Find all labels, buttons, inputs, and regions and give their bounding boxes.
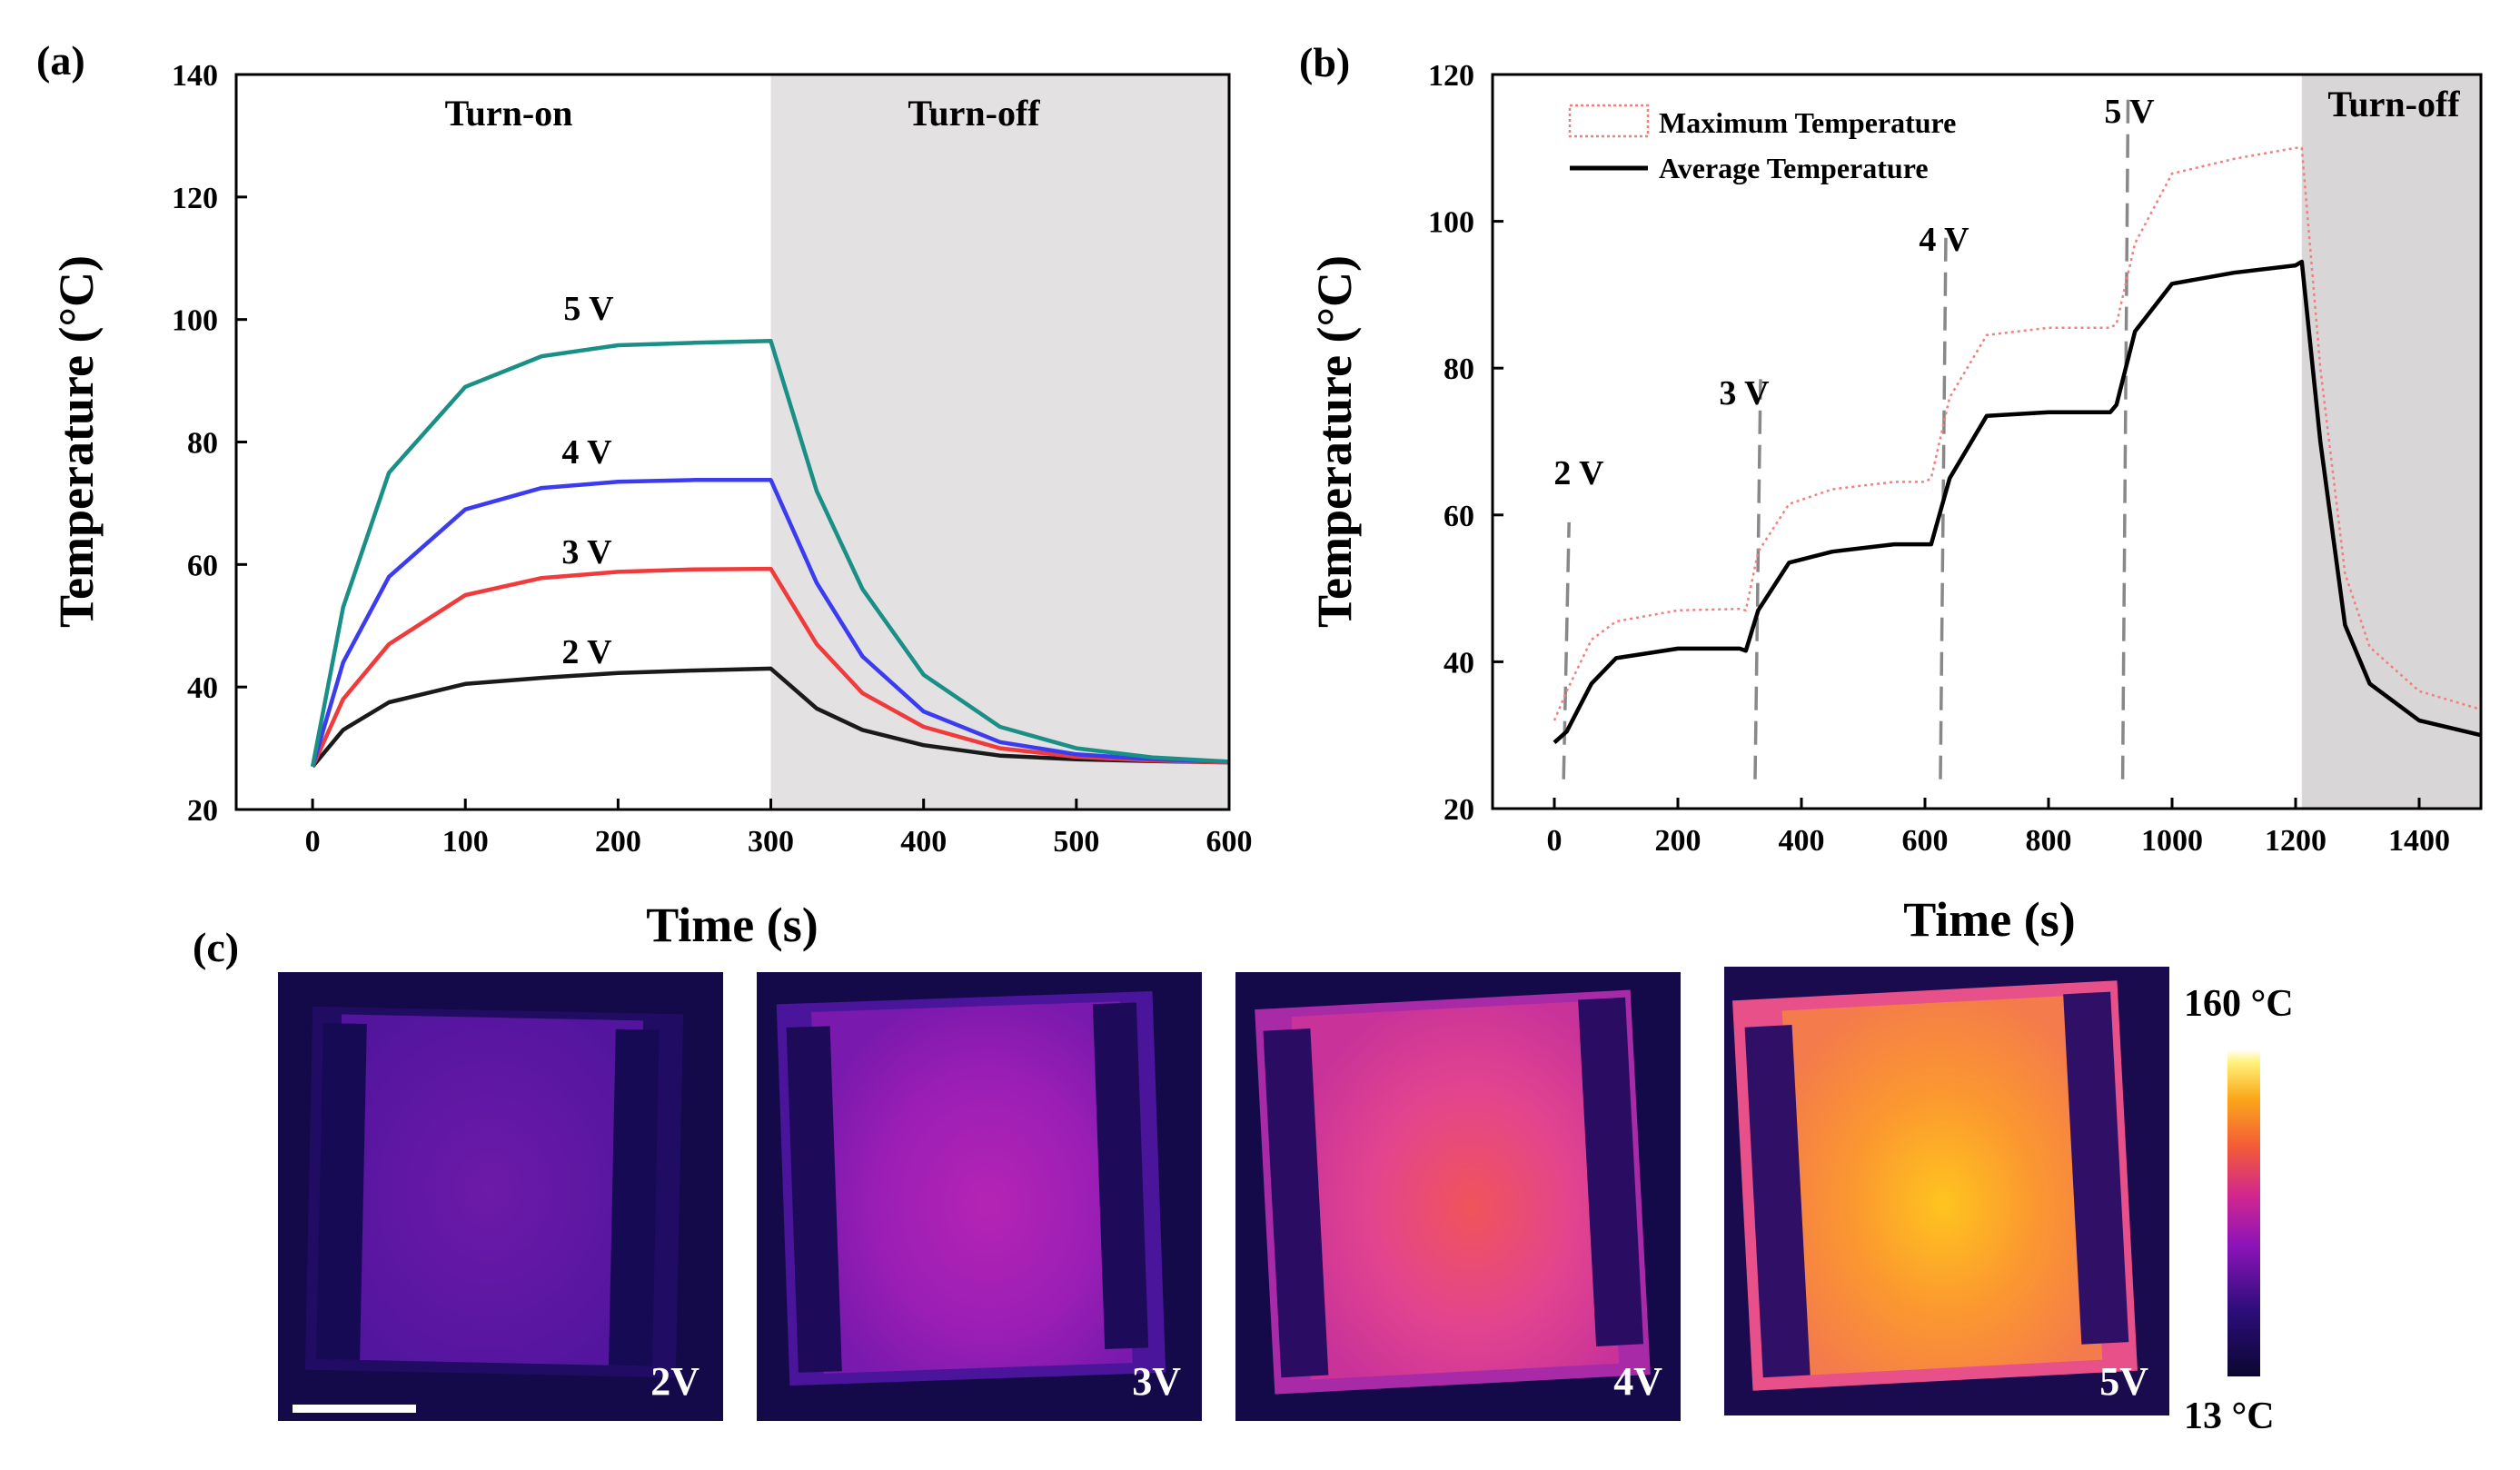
- panel-a-label: (a): [36, 37, 85, 84]
- x-tick-label: 0: [305, 825, 321, 859]
- thermal-label-3v: 3V: [1132, 1359, 1181, 1404]
- y-tick-label: 40: [1444, 646, 1474, 680]
- series-line-3-v: [311, 566, 1230, 768]
- y-tick-label: 40: [187, 671, 218, 705]
- scale-bar: [293, 1405, 416, 1413]
- annotation-3v-a: 3 V: [561, 533, 612, 571]
- y-tick-label: 80: [1444, 353, 1474, 386]
- x-tick-label: 300: [748, 825, 794, 859]
- annotation-3v-b: 3 V: [1719, 374, 1770, 412]
- x-tick-label: 600: [1902, 824, 1949, 858]
- y-axis-label-a: Temperature (°C): [49, 255, 104, 628]
- thermal-image-2v: 2V: [278, 972, 723, 1421]
- turn-off-label-b: Turn-off: [2327, 84, 2460, 124]
- plot-frame-b: [1491, 73, 2483, 810]
- voltage-step-marker: [1753, 379, 1762, 780]
- x-tick-label: 100: [442, 825, 489, 859]
- legend-label-avg: Average Temperature: [1659, 152, 1929, 184]
- panel-b-label: (b): [1299, 39, 1350, 85]
- x-tick-label: 1000: [2141, 824, 2203, 858]
- colorbar-min-label: 13 °C: [2184, 1396, 2275, 1437]
- annotation-5v-b: 5 V: [2104, 93, 2155, 131]
- y-axis-label-b: Temperature (°C): [1307, 255, 1362, 628]
- panel-b-series-group: [1553, 146, 2482, 744]
- annotation-4v-b: 4 V: [1919, 221, 1969, 259]
- annotation-5v-a: 5 V: [563, 290, 614, 328]
- thermal-label-4v: 4V: [1613, 1359, 1662, 1404]
- y-tick-label: 140: [172, 59, 218, 93]
- panel-b-chart: 0 200 400 600 800 1000 1200 140020406080100120 …: [1307, 59, 2483, 947]
- x-tick-label: 1400: [2388, 824, 2450, 858]
- x-tick-label: 600: [1206, 825, 1253, 859]
- series-line-average-temperature: [1553, 259, 2482, 744]
- x-tick-label: 500: [1053, 825, 1099, 859]
- thermal-image-3v: 3V: [757, 972, 1202, 1421]
- turn-off-label-a: Turn-off: [908, 93, 1040, 134]
- voltage-step-marker: [2120, 93, 2130, 780]
- thermal-image-5v: 5V: [1724, 967, 2169, 1415]
- series-line-5-v: [310, 339, 1230, 768]
- y-tick-label: 60: [1444, 500, 1474, 533]
- legend-label-max: Maximum Temperature: [1659, 106, 1956, 139]
- y-tick-label: 120: [172, 182, 218, 215]
- x-tick-label: 200: [1655, 824, 1701, 858]
- y-tick-label: 20: [1444, 793, 1474, 827]
- voltage-step-marker: [1939, 235, 1948, 780]
- y-tick-label: 60: [187, 549, 218, 582]
- thermal-label-2v: 2V: [650, 1359, 699, 1404]
- legend: Maximum Temperature Average Temperature: [1568, 104, 1956, 184]
- series-line-2-v: [311, 666, 1230, 769]
- step-markers: [1562, 93, 2130, 780]
- thermal-images: 2V 3V 4V 5V 1: [278, 967, 2294, 1437]
- x-axis-label-b: Time (s): [1903, 892, 2075, 947]
- y-tick-label: 80: [187, 427, 218, 461]
- x-axis-label-a: Time (s): [646, 898, 818, 952]
- panel-a-series-group: [310, 339, 1230, 769]
- series-line-4-v: [310, 478, 1230, 768]
- colorbar-max-label: 160 °C: [2184, 983, 2294, 1025]
- y-tick-label: 100: [172, 304, 218, 338]
- voltage-step-marker: [1562, 521, 1571, 780]
- y-tick-label: 20: [187, 794, 218, 828]
- x-tick-label: 1200: [2265, 824, 2327, 858]
- annotation-2v-a: 2 V: [561, 633, 612, 671]
- turn-on-label: Turn-on: [445, 93, 573, 134]
- x-tick-label: 400: [900, 825, 947, 859]
- legend-swatch-max: [1568, 104, 1650, 138]
- panel-b-ticks: 0 200 400 600 800 1000 1200 1400 20 40 60 80 100 120: [1428, 59, 2450, 858]
- panel-c-label: (c): [193, 924, 239, 970]
- series-line-maximum-temperature: [1553, 146, 2482, 721]
- panel-a-ticks: 0 100 200 300 400 500 600 20 40 60 80 100 120 140: [172, 59, 1253, 859]
- annotation-4v-a: 4 V: [561, 433, 612, 472]
- x-tick-label: 0: [1547, 824, 1563, 858]
- turn-off-region-a: [770, 74, 1229, 809]
- x-tick-label: 200: [595, 825, 641, 859]
- x-tick-label: 800: [2026, 824, 2072, 858]
- annotation-2v-b: 2 V: [1553, 454, 1604, 492]
- y-tick-label: 100: [1428, 206, 1474, 240]
- turn-off-region-b: [2301, 74, 2481, 809]
- y-tick-label: 120: [1428, 59, 1474, 93]
- colorbar: [2227, 1049, 2260, 1376]
- panel-a-chart: 0 100 200 300 400 500 600 20 40 60 80 100 120 140 Tur…: [49, 59, 1253, 952]
- x-tick-label: 400: [1779, 824, 1825, 858]
- thermal-label-5v: 5V: [2099, 1359, 2148, 1404]
- thermal-image-4v: 4V: [1235, 972, 1681, 1421]
